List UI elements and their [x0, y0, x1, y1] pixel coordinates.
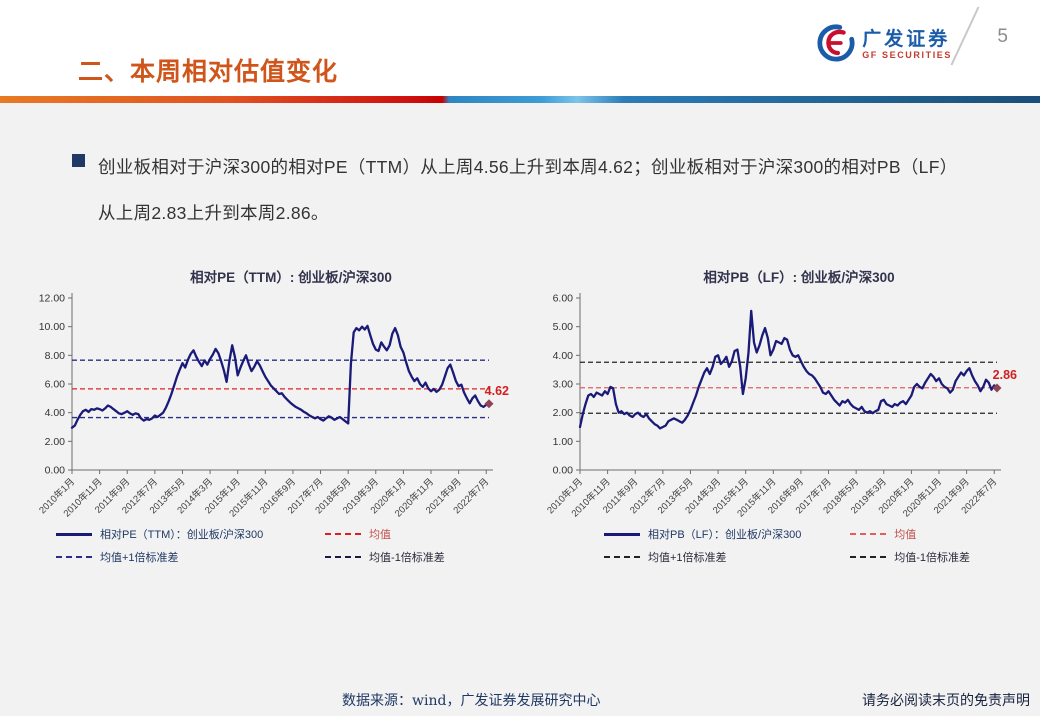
mean-line-swatch — [850, 533, 887, 535]
y-axis-labels: 0.00 1.00 2.00 3.00 4.00 5.00 6.00 — [553, 293, 580, 477]
legend-item-minus-std: 均值-1倍标准差 — [325, 549, 528, 565]
legend-item-series: 相对PE（TTM）：创业板/沪深300 — [56, 526, 325, 542]
legend-item-series: 相对PB（LF）：创业板/沪深300 — [604, 526, 850, 542]
svg-text:0.00: 0.00 — [553, 465, 574, 477]
plus-std-swatch — [56, 556, 92, 558]
minus-std-swatch — [850, 556, 887, 558]
svg-text:2.00: 2.00 — [45, 436, 66, 448]
pe-chart-plot: 0.00 2.00 4.00 6.00 8.00 10.00 12.00 2010年1月201… — [37, 293, 510, 520]
diagonal-divider — [950, 6, 980, 66]
bullet-square-icon — [72, 154, 85, 167]
reference-lines — [580, 361, 997, 414]
pb-chart-plot: 0.00 1.00 2.00 3.00 4.00 5.00 6.00 2010年1月2010年… — [545, 293, 1018, 520]
reference-lines — [72, 359, 489, 419]
page-title: 二、本周相对估值变化 — [78, 57, 339, 86]
logo-name-en: GF SECURITIES — [862, 50, 952, 60]
svg-text:4.00: 4.00 — [45, 407, 66, 419]
disclaimer-note: 请务必阅读末页的免责声明 — [862, 693, 1030, 709]
svg-text:8.00: 8.00 — [45, 350, 66, 362]
svg-text:1.00: 1.00 — [553, 436, 574, 448]
minus-std-swatch — [325, 556, 362, 558]
mean-line-swatch — [325, 533, 362, 535]
series-line-swatch — [604, 532, 640, 536]
svg-text:3.00: 3.00 — [553, 379, 574, 391]
legend-item-minus-std: 均值-1倍标准差 — [850, 549, 1036, 565]
series-line — [578, 309, 999, 430]
legend-item-mean: 均值 — [850, 526, 1036, 542]
logo-text: 广发证券 GF SECURITIES — [862, 29, 952, 61]
logo-name-cn: 广发证券 — [862, 29, 951, 51]
pb-chart: 相对PB（LF）: 创业板/沪深300 0.00 1.00 2.00 3.00 4.00… — [534, 266, 1036, 565]
gf-securities-logo: 广发证券 GF SECURITIES — [817, 24, 952, 67]
pb-chart-title: 相对PB（LF）: 创业板/沪深300 — [703, 270, 895, 285]
x-axis-labels: 2010年1月2010年11月2011年9月2012年7月2013年5月2014… — [37, 470, 491, 519]
summary-text: 创业板相对于沪深300的相对PE（TTM）从上周4.56上升到本周4.62；创业… — [98, 157, 958, 223]
legend-item-plus-std: 均值+1倍标准差 — [604, 549, 850, 565]
header: 二、本周相对估值变化 广发证券 GF SECURITIES 5 — [0, 0, 1040, 96]
end-marker — [484, 399, 494, 409]
svg-text:2.00: 2.00 — [553, 407, 574, 419]
plus-std-swatch — [604, 556, 640, 558]
y-axis-labels: 0.00 2.00 4.00 6.00 8.00 10.00 12.00 — [39, 293, 72, 477]
summary-bullet: 创业板相对于沪深300的相对PE（TTM）从上周4.56上升到本周4.62；创业… — [0, 103, 1040, 236]
pe-chart-legend: 相对PE（TTM）：创业板/沪深300 均值 均值+1倍标准差 均值-1倍标准差 — [26, 526, 528, 565]
axes — [71, 293, 493, 471]
pe-chart: 相对PE（TTM）: 创业板/沪深300 0.00 2.00 4.00 6.00 8.0… — [26, 266, 528, 565]
axes — [579, 293, 1001, 471]
legend-item-mean: 均值 — [325, 526, 528, 542]
x-axis-labels: 2010年1月2010年11月2011年9月2012年7月2013年5月2014… — [545, 470, 999, 519]
svg-text:10.00: 10.00 — [39, 321, 65, 333]
bottom-strip — [0, 716, 1040, 720]
page-number: 5 — [997, 26, 1008, 47]
end-value-label: 2.86 — [993, 368, 1017, 382]
svg-text:6.00: 6.00 — [553, 293, 574, 305]
legend-item-plus-std: 均值+1倍标准差 — [56, 549, 325, 565]
svg-text:0.00: 0.00 — [45, 465, 66, 477]
series-line — [70, 324, 491, 429]
slide-body: 创业板相对于沪深300的相对PE（TTM）从上周4.56上升到本周4.62；创业… — [0, 103, 1040, 716]
series-line-swatch — [56, 532, 92, 536]
svg-text:5.00: 5.00 — [553, 321, 574, 333]
svg-text:4.00: 4.00 — [553, 350, 574, 362]
end-marker — [992, 383, 1002, 393]
gf-logo-icon — [817, 24, 855, 67]
charts-row: 相对PE（TTM）: 创业板/沪深300 0.00 2.00 4.00 6.00 8.0… — [0, 236, 1040, 565]
pb-chart-legend: 相对PB（LF）：创业板/沪深300 均值 均值+1倍标准差 均值-1倍标准差 — [534, 526, 1036, 565]
svg-text:12.00: 12.00 — [39, 293, 65, 305]
svg-text:6.00: 6.00 — [45, 379, 66, 391]
pe-chart-title: 相对PE（TTM）: 创业板/沪深300 — [190, 270, 392, 285]
title-divider-bar — [0, 96, 1040, 103]
data-source-note: 数据来源：wind，广发证券发展研究中心 — [342, 693, 601, 709]
end-value-label: 4.62 — [485, 384, 509, 398]
